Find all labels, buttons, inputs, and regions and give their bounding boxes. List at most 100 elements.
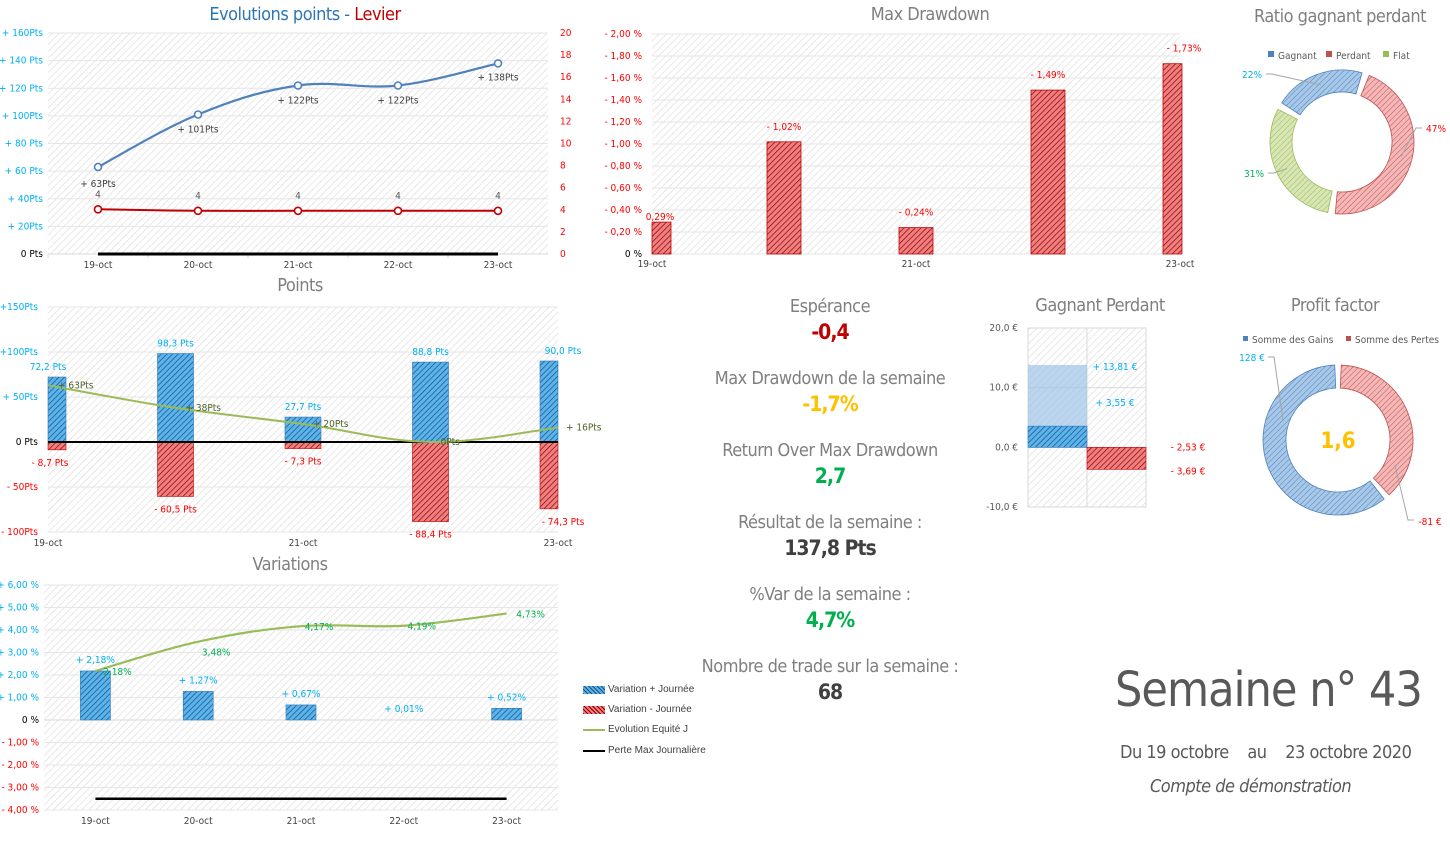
gain-label: 72,2 Pts xyxy=(30,362,67,373)
kpi-label: Return Over Max Drawdown xyxy=(722,440,938,461)
kpi-value: 4,7% xyxy=(805,608,855,632)
kpi-value: -0,4 xyxy=(811,320,849,344)
net-line xyxy=(47,384,559,444)
drawdown-bar xyxy=(651,221,672,255)
gain-label: 88,8 Pts xyxy=(412,347,449,358)
week-title: Semaine n° 43 xyxy=(1115,662,1423,718)
y-tick-left: + 140 Pts xyxy=(0,56,43,67)
y-tick: - 50Pts xyxy=(7,482,38,493)
loss-label: - 7,3 Pts xyxy=(285,457,322,468)
equity-label: 2,18% xyxy=(103,667,132,678)
drawdown-chart: 0 % - 0,20 % - 0,40 % - 0,60 % - 0,80 % - 1,0… xyxy=(604,29,1201,270)
variation-plus-label: + 0,67% xyxy=(282,689,321,700)
gain-label: 27,7 Pts xyxy=(285,402,322,413)
pf-slice xyxy=(1262,364,1385,516)
net-label: + 63Pts xyxy=(58,380,94,391)
legend-variation-minus: Variation - Journée xyxy=(583,704,692,715)
x-tick: 22-oct xyxy=(389,816,418,827)
x-tick: 20-oct xyxy=(184,260,213,271)
kpi-value: 68 xyxy=(817,680,843,704)
x-tick: 21-oct xyxy=(902,259,931,270)
kpi-label: Espérance xyxy=(789,296,871,317)
levier-marker xyxy=(193,206,203,216)
loss-max-label: - 3,69 € xyxy=(1171,466,1206,477)
gain-label: 98,3 Pts xyxy=(157,339,194,350)
variation-plus-label: + 1,27% xyxy=(179,675,218,686)
leader-line xyxy=(1268,356,1284,421)
gain-avg-bar xyxy=(1027,425,1088,448)
variation-plus-bar xyxy=(285,704,317,721)
legend-swatch xyxy=(1326,51,1332,57)
evolution-chart: 0 Pts + 20Pts + 40Pts + 60 Pts + 80 Pts + 100… xyxy=(0,28,572,271)
y-tick-left: + 120 Pts xyxy=(0,83,43,94)
legend-label: Somme des Gains xyxy=(1252,335,1334,346)
y-tick: 0 Pts xyxy=(16,437,39,448)
net-label: 0Pts xyxy=(441,437,461,448)
y-tick: - 1,40 % xyxy=(604,95,642,106)
kpi-value: 137,8 Pts xyxy=(784,536,876,560)
y-tick: - 1,60 % xyxy=(604,73,642,84)
y-tick-right: 2 xyxy=(560,227,566,238)
pf-gain-label: 128 € xyxy=(1239,353,1265,364)
date-separator: au xyxy=(1247,742,1267,763)
x-tick: 20-oct xyxy=(184,816,213,827)
gain-max-label: + 13,81 € xyxy=(1093,362,1138,373)
levier-label: 4 xyxy=(195,191,201,202)
y-tick: +150Pts xyxy=(0,302,38,313)
points-label: + 63Pts xyxy=(80,179,116,190)
equity-label: 4,19% xyxy=(408,622,437,633)
variation-plus-label: + 0,52% xyxy=(487,692,526,703)
points-marker xyxy=(393,81,403,90)
kpi-label: Max Drawdown de la semaine xyxy=(714,368,946,389)
leader-line xyxy=(1268,168,1288,174)
points-label: + 138Pts xyxy=(477,72,519,83)
y-tick-right: 12 xyxy=(560,116,571,127)
levier-marker xyxy=(293,206,303,216)
gagnant-perdant-title: Gagnant Perdant xyxy=(1035,295,1165,316)
ratio-slice xyxy=(1334,74,1415,215)
y-tick-left: + 160Pts xyxy=(2,28,44,39)
kpi-label: Résultat de la semaine : xyxy=(738,512,922,533)
legend-label: Somme des Pertes xyxy=(1355,335,1439,346)
drawdown-bar xyxy=(766,141,802,255)
x-tick: 22-oct xyxy=(384,260,413,271)
kpi-value: 2,7 xyxy=(814,464,846,488)
drawdown-label: - 1,02% xyxy=(767,122,802,133)
ratio-label: 22% xyxy=(1242,70,1262,81)
y-tick: + 5,00 % xyxy=(0,603,39,614)
drawdown-label: - 0,24% xyxy=(899,208,934,219)
loss-bar xyxy=(157,441,194,497)
gain-bar xyxy=(412,361,449,443)
levier-label: 4 xyxy=(295,191,301,202)
evolution-title-sep: - xyxy=(339,4,355,25)
y-tick: - 1,20 % xyxy=(604,117,642,128)
y-tick: - 4,00 % xyxy=(1,805,39,816)
loss-label: - 60,5 Pts xyxy=(154,504,197,515)
ratio-label: 31% xyxy=(1244,169,1264,180)
evolution-title-levier: Levier xyxy=(354,4,401,25)
equity-label: 4,17% xyxy=(305,622,334,633)
x-tick: 23-oct xyxy=(1166,259,1195,270)
legend-swatch-black-line xyxy=(583,749,605,752)
y-tick: - 0,60 % xyxy=(604,183,642,194)
account-name: Compte de démonstration xyxy=(1150,776,1352,797)
net-label: + 20Pts xyxy=(313,419,349,430)
leader-line xyxy=(1394,464,1414,521)
y-tick: - 1,80 % xyxy=(604,51,642,62)
variations-chart-title: Variations xyxy=(252,554,328,575)
profit-factor-value: 1,6 xyxy=(1320,429,1355,454)
gain-label: 90,0 Pts xyxy=(545,346,582,357)
points-marker xyxy=(493,59,503,68)
legend-label: Variation + Journée xyxy=(608,684,695,695)
kpi-label: Nombre de trade sur la semaine : xyxy=(701,656,959,677)
points-chart-title: Points xyxy=(277,275,323,296)
leader-line xyxy=(1400,127,1422,157)
drawdown-bar xyxy=(898,227,934,255)
ratio-slice xyxy=(1281,69,1363,116)
y-tick-right: 8 xyxy=(560,161,566,172)
drawdown-bar xyxy=(1030,89,1066,255)
loss-label: - 74,3 Pts xyxy=(542,517,585,528)
y-tick: 0 % xyxy=(22,715,40,726)
y-tick: + 2,00 % xyxy=(0,670,39,681)
y-tick-left: + 40Pts xyxy=(8,194,44,205)
